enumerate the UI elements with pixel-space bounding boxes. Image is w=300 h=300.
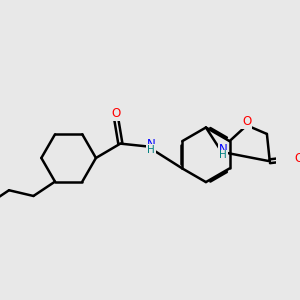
Text: N: N	[219, 142, 227, 155]
Text: H: H	[147, 145, 155, 155]
Text: N: N	[146, 138, 155, 151]
Text: O: O	[242, 115, 251, 128]
Text: H: H	[219, 150, 227, 161]
Text: O: O	[294, 152, 300, 165]
Text: O: O	[111, 107, 121, 120]
